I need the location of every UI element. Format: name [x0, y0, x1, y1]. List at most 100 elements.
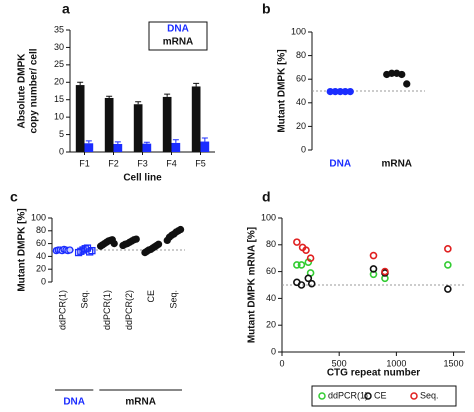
y-tick-label: 0: [271, 346, 276, 356]
data-point: [444, 285, 452, 293]
legend-label: Seq.: [420, 390, 439, 400]
section-label: DNA: [63, 397, 85, 408]
data-point: [381, 267, 389, 276]
y-axis-label: Mutant DMPK [%]: [277, 49, 288, 132]
error-bar: [135, 101, 142, 105]
legend-label: DNA: [167, 24, 189, 35]
legend-label: ddPCR(1): [328, 390, 368, 400]
x-tick-label: Seq.: [168, 290, 178, 309]
legend-box: [311, 385, 457, 407]
error-bar: [77, 81, 84, 86]
panel-label: c: [10, 189, 18, 205]
error-bar: [193, 82, 200, 87]
data-point: [110, 239, 118, 248]
bar: [191, 86, 201, 152]
bar: [84, 143, 94, 152]
legend-marker: [318, 392, 326, 400]
data-point: [444, 245, 452, 253]
y-tick-label: 20: [296, 121, 306, 131]
y-tick-label: 20: [54, 77, 64, 87]
y-tick-label: 40: [36, 251, 46, 261]
y-tick-label: 5: [59, 129, 64, 139]
y-tick-label: 25: [54, 59, 64, 69]
error-bar: [172, 139, 179, 143]
data-point: [302, 246, 310, 254]
bar: [104, 97, 114, 152]
y-tick-label: 30: [54, 42, 64, 52]
data-point: [132, 235, 140, 243]
panel-label: a: [62, 1, 70, 17]
x-tick-label: 1500: [444, 358, 464, 368]
x-tick-label: F2: [108, 158, 119, 168]
y-tick-label: 80: [296, 50, 306, 60]
data-point: [88, 246, 96, 255]
section-label: mRNA: [125, 397, 156, 408]
error-bar: [143, 141, 150, 144]
legend-label: mRNA: [163, 37, 194, 48]
data-point: [293, 261, 301, 269]
y-tick-label: 80: [266, 239, 276, 249]
y-tick-label: 60: [296, 74, 306, 84]
y-tick-label: 60: [266, 266, 276, 276]
data-point: [444, 261, 452, 269]
data-point: [346, 87, 354, 96]
y-axis-label: Mutant DMPK mRNA [%]: [247, 227, 258, 343]
y-tick-label: 15: [54, 94, 64, 104]
error-bar: [164, 93, 171, 97]
data-point: [86, 248, 94, 256]
legend-label: CE: [374, 390, 387, 400]
error-bar: [85, 140, 92, 144]
y-tick-label: 10: [54, 112, 64, 122]
x-tick-label: ddPCR(2): [124, 290, 134, 330]
y-tick-label: 100: [31, 212, 46, 222]
panel-label: b: [262, 1, 271, 17]
bar: [171, 142, 181, 152]
bar: [142, 143, 152, 152]
y-tick-label: 60: [36, 238, 46, 248]
y-tick-label: 40: [296, 97, 306, 107]
error-bar: [106, 95, 113, 98]
x-tick-label: F1: [79, 158, 90, 168]
bar: [113, 143, 123, 152]
x-tick-label: ddPCR(1): [57, 290, 67, 330]
error-bar: [201, 137, 208, 142]
y-tick-label: 0: [59, 146, 64, 156]
x-tick-label: ddPCR(1): [102, 290, 112, 330]
data-point: [304, 274, 313, 283]
x-tick-label: F5: [195, 158, 206, 168]
y-tick-label: 0: [41, 276, 46, 286]
data-point: [369, 251, 378, 260]
y-tick-label: 35: [54, 24, 64, 34]
bar: [200, 141, 210, 152]
data-point: [297, 281, 306, 289]
data-point: [307, 279, 316, 288]
y-axis-label: Absolute DMPK: [17, 53, 28, 129]
data-point: [66, 246, 74, 254]
y-tick-label: 0: [301, 144, 306, 154]
x-tick-label: Seq.: [80, 290, 90, 309]
y-tick-label: 20: [266, 320, 276, 330]
legend-marker: [364, 392, 372, 400]
x-tick-label: 500: [332, 358, 347, 368]
y-tick-label: 80: [36, 225, 46, 235]
x-tick-label: mRNA: [381, 159, 412, 170]
y-tick-label: 100: [291, 26, 306, 36]
x-tick-label: 0: [279, 358, 284, 368]
data-point: [79, 246, 87, 254]
error-bar: [114, 141, 121, 144]
data-point: [306, 254, 315, 263]
x-tick-label: 1000: [386, 358, 406, 368]
x-tick-label: F4: [166, 158, 177, 168]
y-tick-label: 20: [36, 264, 46, 274]
y-tick-label: 100: [261, 212, 276, 222]
x-axis-label: Cell line: [123, 173, 162, 184]
data-point: [154, 240, 163, 248]
x-axis-label: CTG repeat number: [327, 368, 420, 379]
legend-box: [148, 21, 208, 51]
data-point: [369, 265, 378, 273]
data-point: [176, 225, 185, 234]
bar: [75, 85, 85, 152]
x-tick-label: F3: [137, 158, 148, 168]
panel-label: d: [262, 189, 271, 205]
